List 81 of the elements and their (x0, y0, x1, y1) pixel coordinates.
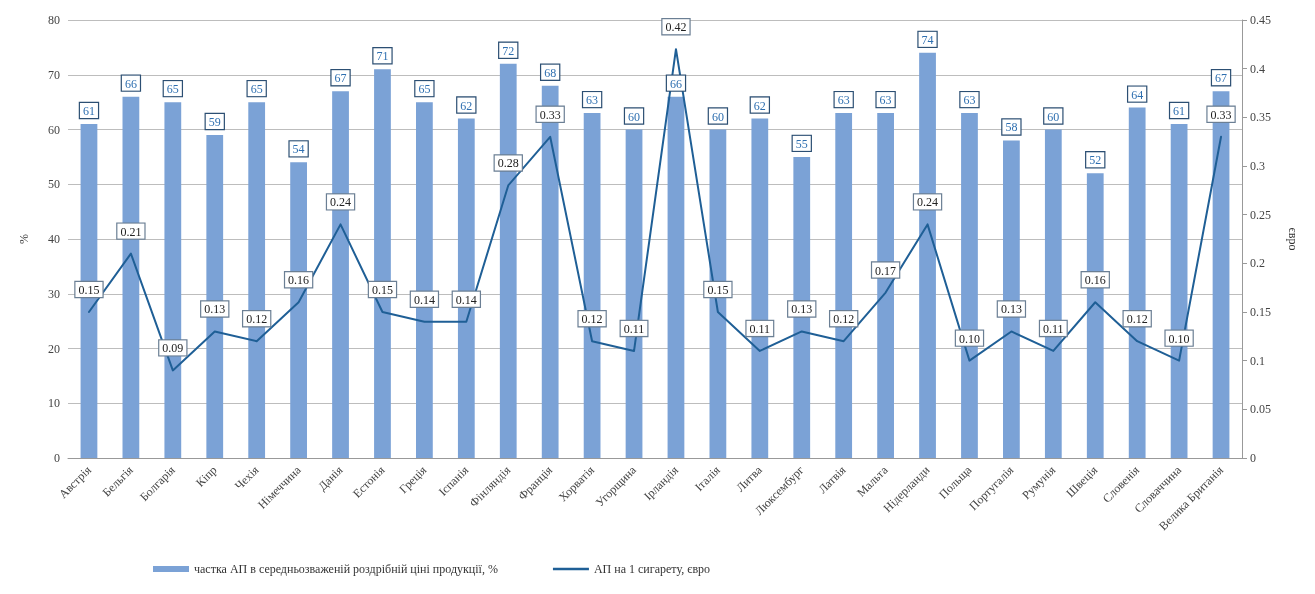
data-label: 55 (795, 136, 808, 151)
data-label: 52 (1089, 153, 1102, 168)
data-label: 0.13 (204, 302, 226, 317)
data-label: 0.33 (539, 107, 561, 122)
y-tick-label: 0 (54, 451, 60, 465)
data-label: 72 (502, 43, 515, 58)
data-label: 65 (166, 82, 179, 97)
data-label: 0.15 (707, 283, 729, 297)
legend-label: частка АП в середньозваженій роздрібній ціні продукції, % (194, 562, 498, 576)
data-label: 67 (1215, 71, 1228, 86)
data-label: 60 (628, 109, 641, 124)
data-label: 54 (292, 142, 305, 157)
data-label: 0.14 (455, 292, 477, 307)
data-label: 63 (837, 93, 850, 108)
data-label: 63 (879, 93, 892, 108)
bar (667, 96, 685, 458)
data-label: 59 (208, 114, 221, 129)
data-label: 0.24 (330, 195, 352, 210)
legend-label: АП на 1 сигарету, євро (593, 562, 711, 576)
data-label: 0.12 (246, 312, 268, 327)
data-label: 74 (921, 32, 934, 47)
data-label: 0.28 (497, 156, 519, 171)
data-label: 0.13 (791, 302, 813, 317)
data-label: 67 (334, 71, 347, 86)
y2-tick-label: 0.45 (1250, 13, 1271, 27)
data-label: 0.15 (371, 283, 393, 297)
data-label: 60 (711, 109, 724, 124)
y-tick-label: 40 (48, 232, 60, 246)
data-label: 0.15 (78, 283, 100, 297)
data-label: 0.13 (1000, 302, 1022, 317)
y2-tick-label: 0.2 (1250, 256, 1265, 271)
x-tick-label: Кіпр (193, 463, 220, 490)
data-label: 63 (963, 93, 976, 108)
y2-axis-title: євро (1286, 227, 1300, 251)
data-label: 63 (586, 93, 599, 108)
data-label: 68 (544, 65, 557, 80)
y-tick-label: 30 (48, 286, 60, 301)
data-label: 61 (82, 104, 95, 119)
data-label: 65 (250, 82, 263, 97)
y2-tick-label: 0.3 (1250, 159, 1265, 173)
data-label: 0.11 (749, 321, 771, 336)
data-label: 0.11 (623, 321, 645, 336)
y2-tick-label: 0 (1250, 451, 1256, 465)
data-label: 0.09 (162, 341, 184, 356)
y-tick-label: 60 (48, 122, 60, 137)
data-label: 71 (376, 49, 389, 64)
data-label: 0.10 (1168, 331, 1190, 346)
data-label: 58 (1005, 120, 1018, 135)
data-label: 61 (1173, 104, 1186, 119)
y2-tick-label: 0.4 (1250, 61, 1265, 76)
data-label: 0.17 (875, 263, 897, 278)
data-label: 66 (669, 76, 682, 91)
data-label: 0.16 (288, 273, 310, 288)
y-tick-label: 20 (48, 341, 60, 356)
y2-tick-label: 0.05 (1250, 402, 1271, 417)
y-tick-label: 70 (48, 67, 60, 82)
data-label: 0.10 (958, 331, 980, 346)
y2-tick-label: 0.15 (1250, 305, 1271, 319)
y-axis-title: % (17, 234, 31, 244)
data-label: 66 (124, 76, 137, 91)
data-label: 0.12 (581, 312, 603, 327)
data-label: 64 (1131, 87, 1144, 102)
data-label: 0.42 (665, 20, 687, 35)
data-label: 60 (1047, 109, 1060, 124)
data-label: 0.14 (413, 292, 435, 307)
y-tick-label: 50 (48, 177, 60, 192)
y2-tick-label: 0.1 (1250, 353, 1265, 368)
y-tick-label: 10 (48, 396, 60, 411)
data-label: 0.12 (833, 312, 855, 327)
data-label: 0.33 (1210, 107, 1232, 122)
data-label: 0.12 (1126, 312, 1148, 327)
data-label: 62 (460, 98, 473, 113)
data-label: 0.21 (120, 224, 142, 239)
data-label: 0.16 (1084, 273, 1106, 288)
y-tick-label: 80 (48, 13, 60, 27)
data-label: 0.11 (1043, 321, 1064, 336)
data-label: 0.24 (917, 195, 939, 210)
y2-tick-label: 0.25 (1250, 207, 1271, 222)
y2-tick-label: 0.35 (1250, 110, 1271, 125)
data-label: 65 (418, 82, 431, 97)
data-label: 62 (753, 98, 766, 113)
